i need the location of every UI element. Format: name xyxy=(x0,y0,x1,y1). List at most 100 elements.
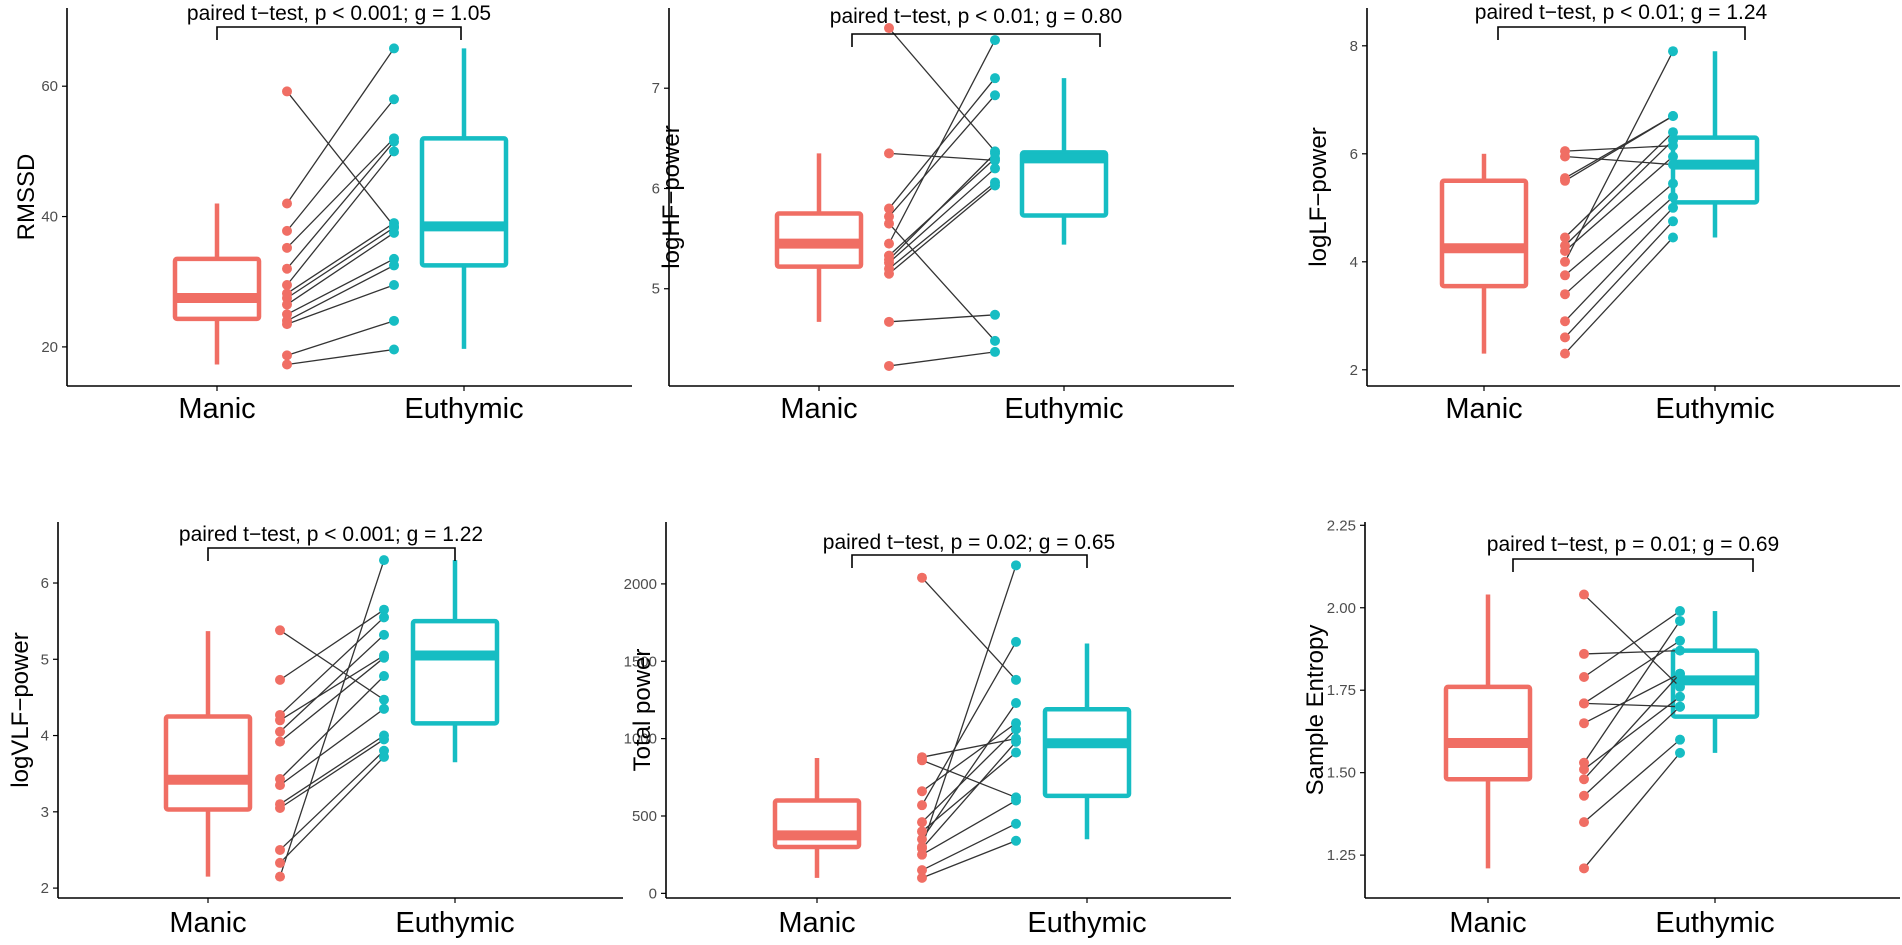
point-euthymic xyxy=(1675,645,1685,656)
paired-line xyxy=(286,232,395,306)
boxplot-manic xyxy=(172,203,262,365)
paired-line xyxy=(888,152,996,261)
y-axis-label: RMSSD xyxy=(13,154,40,241)
y-tick-label: 1.75 xyxy=(1327,682,1356,699)
point-euthymic xyxy=(1675,615,1685,626)
chart-panel-5: 0 500 1000 1500 2000 Manic Euthymic Total power… xyxy=(624,522,1231,939)
point-euthymic xyxy=(389,279,399,290)
y-tick-label: 1.50 xyxy=(1327,765,1356,782)
point-manic xyxy=(1560,289,1570,300)
point-manic xyxy=(282,86,292,97)
point-euthymic xyxy=(1668,159,1678,170)
paired-line xyxy=(1564,115,1674,182)
paired-line xyxy=(888,39,996,244)
x-category-label-manic: Manic xyxy=(1449,907,1526,939)
paired-line xyxy=(279,654,385,721)
paired-line xyxy=(1583,752,1681,869)
box-iqr xyxy=(410,618,500,726)
y-tick-label: 2 xyxy=(41,880,49,897)
paired-line xyxy=(1583,649,1681,655)
point-manic xyxy=(1560,151,1570,162)
point-manic xyxy=(917,786,927,797)
paired-lines xyxy=(1564,50,1674,355)
point-euthymic xyxy=(379,652,389,663)
y-axis-label: Total power xyxy=(629,649,656,772)
point-euthymic xyxy=(1668,202,1678,213)
paired-line xyxy=(279,657,385,743)
paired-line xyxy=(888,181,996,270)
paired-lines xyxy=(279,559,385,877)
boxplot-manic xyxy=(163,631,253,877)
paired-line xyxy=(1564,156,1674,252)
paired-line xyxy=(1583,739,1681,823)
x-category-label-manic: Manic xyxy=(1445,393,1522,425)
paired-line xyxy=(286,348,395,366)
point-euthymic xyxy=(1011,636,1021,647)
paired-line xyxy=(921,759,1017,799)
paired-line xyxy=(1564,155,1674,166)
paired-line xyxy=(921,722,1017,792)
point-manic xyxy=(884,238,894,249)
chart-panel-4: 2 3 4 5 6 Manic Euthymic logVLF−power paired t−t… xyxy=(7,522,623,939)
paired-line xyxy=(921,741,1017,849)
paired-line xyxy=(279,750,385,851)
paired-line xyxy=(1583,594,1681,688)
point-manic xyxy=(1560,316,1570,327)
annotation-text: paired t−test, p < 0.01; g = 1.24 xyxy=(1475,1,1768,24)
paired-line xyxy=(286,137,395,249)
paired-line xyxy=(1583,696,1681,770)
point-manic xyxy=(282,198,292,209)
point-euthymic xyxy=(379,629,389,640)
point-euthymic xyxy=(1668,127,1678,138)
y-tick-label: 2 xyxy=(1350,362,1358,379)
box-iqr xyxy=(172,256,262,322)
boxplot-manic xyxy=(772,757,862,878)
point-manic xyxy=(282,350,292,361)
paired-line xyxy=(1583,620,1681,764)
point-euthymic xyxy=(1675,668,1685,679)
point-manic xyxy=(1560,256,1570,267)
x-category-label-euthymic: Euthymic xyxy=(395,907,514,939)
point-euthymic xyxy=(1011,795,1021,806)
point-euthymic xyxy=(1675,681,1685,692)
point-euthymic xyxy=(1011,736,1021,747)
point-euthymic xyxy=(1668,178,1678,189)
paired-lines xyxy=(921,565,1017,879)
paired-line xyxy=(1583,702,1681,708)
point-manic xyxy=(275,674,285,685)
x-category-label-euthymic: Euthymic xyxy=(1004,393,1123,425)
paired-line xyxy=(1583,706,1681,797)
point-manic xyxy=(282,359,292,370)
point-euthymic xyxy=(389,136,399,147)
annotation-text: paired t−test, p < 0.01; g = 0.80 xyxy=(830,5,1122,28)
paired-line xyxy=(888,184,996,275)
point-euthymic xyxy=(379,612,389,623)
annotation-text: paired t−test, p = 0.02; g = 0.65 xyxy=(823,531,1115,554)
point-manic xyxy=(282,319,292,330)
boxplot-euthymic xyxy=(1019,78,1109,245)
chart-panel-1: 20 40 60 Manic Euthymic RMSSD paired t−test, p… xyxy=(13,2,632,425)
point-manic xyxy=(884,218,894,229)
point-manic xyxy=(917,800,927,811)
paired-line xyxy=(1583,673,1681,780)
point-manic xyxy=(917,755,927,766)
paired-line xyxy=(286,98,395,232)
paired-line xyxy=(286,48,395,204)
point-manic xyxy=(1579,817,1589,828)
chart-panel-6: 1.25 1.50 1.75 2.00 2.25 Manic Euthymic Sample … xyxy=(1302,517,1900,939)
paired-line xyxy=(286,284,395,325)
x-category-label-euthymic: Euthymic xyxy=(1027,907,1146,939)
paired-line xyxy=(279,735,385,805)
point-manic xyxy=(1579,764,1589,775)
y-tick-label: 6 xyxy=(41,575,49,592)
point-euthymic xyxy=(389,43,399,54)
point-manic xyxy=(917,865,927,876)
point-manic xyxy=(917,872,927,883)
paired-line xyxy=(921,823,1017,871)
paired-line xyxy=(888,223,996,342)
point-manic xyxy=(884,360,894,371)
point-euthymic xyxy=(990,180,1000,191)
annotation-text: paired t−test, p < 0.001; g = 1.22 xyxy=(179,523,483,546)
box-iqr xyxy=(772,798,862,850)
